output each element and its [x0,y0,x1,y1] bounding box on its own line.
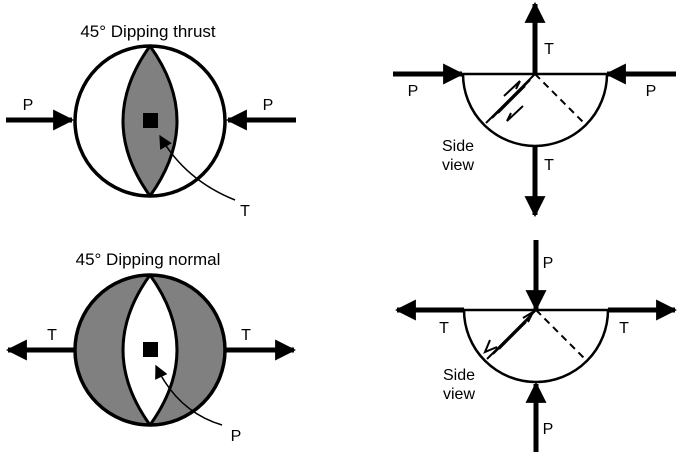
thrust-side-view: T T P P Side view [393,1,676,218]
thrust-t-axis-marker [143,113,158,128]
thrust-beachball-group: 45° Dipping thrust P P T [6,22,296,220]
normal-p-pointer-label: P [231,428,242,445]
normal-p-pointer [155,364,223,426]
thrust-side-down-t-label: T [544,157,554,174]
normal-p-axis-marker [143,342,158,357]
normal-nodal-planes [121,274,179,426]
thrust-t-pointer-label: T [240,203,250,220]
normal-side-slip-arrow-down [483,339,498,354]
thrust-title: 45° Dipping thrust [80,22,216,41]
thrust-beachball [73,44,227,198]
thrust-side-caption-line1: Side [442,138,474,155]
normal-side-fault-line-3 [498,321,527,350]
thrust-side-up-t-label: T [544,41,554,58]
thrust-side-left-p-label: P [408,83,419,100]
thrust-side-right-p-label: P [646,83,657,100]
normal-side-caption-line2: view [443,386,475,403]
normal-title: 45° Dipping normal [76,250,221,269]
thrust-beachball-border [73,44,227,198]
normal-side-bottom-p-label: P [543,421,554,438]
thrust-nodal-planes [121,45,179,197]
normal-side-right-t-label: T [619,320,629,337]
thrust-side-fault-line-3 [497,85,526,114]
thrust-side-caption-line2: view [442,157,474,174]
thrust-side-slip-arrow-up [503,80,521,97]
normal-side-caption-line1: Side [443,367,475,384]
normal-side-slip-arrow-up [522,309,536,323]
thrust-side-slip-arrow-down [506,105,524,122]
normal-left-t-label: T [47,327,57,344]
thrust-side-halfcircle [461,72,609,148]
normal-side-left-t-label: T [439,320,449,337]
thrust-t-pointer [159,134,236,201]
thrust-right-p-label: P [263,97,274,114]
normal-side-view: P P T T Side view [394,240,678,452]
normal-side-halfcircle [462,308,610,384]
normal-beachball-group: 45° Dipping normal T T P [5,250,297,445]
normal-beachball [73,273,227,427]
normal-side-top-p-label: P [543,255,554,272]
thrust-left-p-label: P [23,97,34,114]
normal-right-t-label: T [241,327,251,344]
